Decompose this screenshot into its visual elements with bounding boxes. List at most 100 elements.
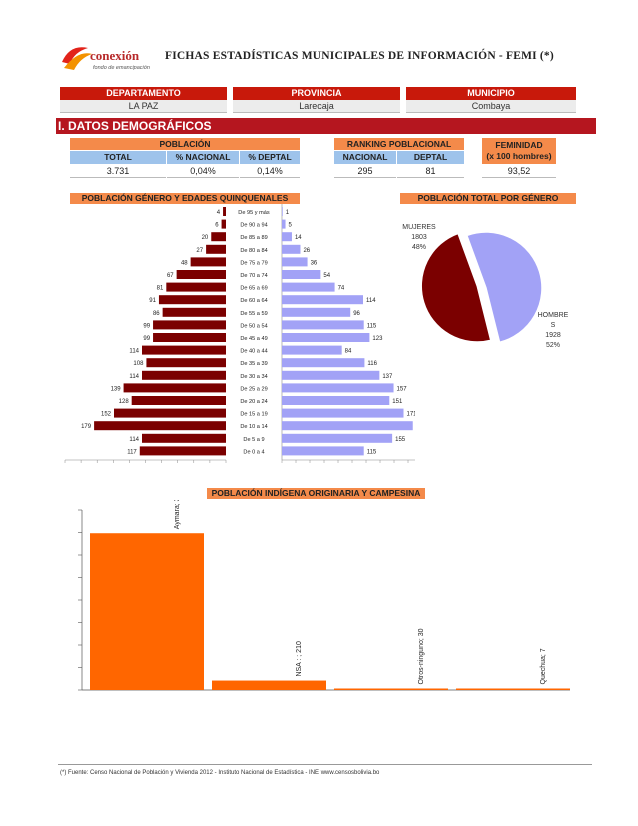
pyramid-label-mujeres: 152 [101, 412, 112, 418]
pie-label-mujeres: 1803 [411, 234, 427, 241]
pyramid-age-label: De 65 a 69 [240, 286, 267, 292]
pyramid-bar-mujeres [153, 333, 226, 342]
pyramid-bar-mujeres [139, 446, 226, 456]
pyramid-age-label: De 45 a 49 [240, 336, 267, 342]
pyramid-bar-hombres [282, 345, 342, 355]
pyramid-age-label: De 15 a 19 [240, 412, 267, 418]
pyramid-bar-mujeres [114, 408, 226, 418]
poblacion-title: POBLACIÓN [70, 138, 300, 150]
pyramid-label-hombres: 26 [303, 248, 310, 254]
indigena-bar-chart: Aymara; 3.484 NSA : ; 210 Otros-ninguno; 3… [78, 500, 570, 691]
pyramid-label-mujeres: 99 [143, 323, 150, 329]
pyramid-bar-mujeres [158, 295, 226, 305]
pyramid-bar-mujeres [223, 207, 226, 216]
pyramid-age-label: De 60 a 64 [240, 298, 267, 304]
pyramid-bar-mujeres [190, 257, 226, 267]
pyramid-label-hombres: 54 [323, 273, 330, 279]
gender-pie-chart: MUJERES 1803 48% HOMBRE S 1928 52% [402, 224, 568, 349]
ranking-nacional-label: NACIONAL [334, 151, 396, 164]
departamento-value: LA PAZ [60, 100, 227, 113]
pyramid-age-label: De 25 a 29 [240, 386, 267, 392]
pyramid-label-hombres: 116 [367, 361, 377, 367]
pyramid-label-hombres: 36 [311, 260, 318, 266]
pyramid-label-hombres: 123 [372, 336, 383, 342]
municipio-label: MUNICIPIO [406, 87, 576, 100]
indigena-data-label: Aymara; 3.484 [174, 500, 181, 529]
total-value: 3.731 [70, 165, 166, 178]
pyramid-bar-hombres [282, 433, 393, 443]
pyramid-label-mujeres: 6 [215, 223, 219, 229]
pyramid-title: POBLACIÓN GÉNERO Y EDADES QUINQUENALES [70, 193, 300, 204]
pyramid-bar-mujeres [142, 345, 226, 355]
pie-label-hombres: 52% [546, 342, 560, 349]
ranking-nacional-value: 295 [334, 165, 396, 178]
indigena-bar [456, 688, 570, 690]
pyramid-age-label: De 90 a 94 [240, 223, 267, 229]
ranking-deptal-label: DEPTAL [397, 151, 464, 164]
pyramid-label-hombres: 74 [338, 286, 345, 292]
pyramid-bar-hombres [282, 320, 364, 330]
pyramid-age-label: De 20 a 24 [240, 399, 267, 405]
feminidad-header: FEMINIDAD (x 100 hombres) [482, 138, 556, 164]
population-pyramid-chart: 4 De 95 y más 1 6 De 90 a 94 5 20 De 85 a 89 14 2… [64, 204, 415, 463]
indigena-title: POBLACIÓN INDÍGENA ORIGINARIA Y CAMPESIN… [207, 488, 425, 499]
footer-source: (*) Fuente: Censo Nacional de Población … [60, 770, 380, 776]
pyramid-label-hombres: 84 [345, 349, 352, 355]
pyramid-label-mujeres: 114 [129, 437, 139, 443]
pyramid-label-hombres: 155 [395, 437, 406, 443]
pyramid-bar-mujeres [142, 433, 226, 443]
section-title: I. DATOS DEMOGRÁFICOS [56, 118, 596, 134]
pyramid-label-hombres: 115 [367, 449, 377, 455]
pyramid-bar-mujeres [153, 320, 226, 330]
pyramid-label-mujeres: 48 [181, 260, 188, 266]
pyramid-age-label: De 55 a 59 [240, 311, 267, 317]
pyramid-bar-hombres [282, 421, 413, 431]
pie-slice-mujeres [420, 232, 492, 343]
deptal-pct-value: 0,14% [240, 165, 300, 178]
logo-swoosh-icon [62, 47, 88, 64]
pyramid-bar-hombres [282, 307, 351, 317]
pyramid-age-label: De 70 a 74 [240, 273, 267, 279]
pyramid-label-mujeres: 67 [167, 273, 174, 279]
pyramid-bar-mujeres [211, 232, 226, 242]
pyramid-bar-hombres [282, 219, 286, 229]
pyramid-bar-mujeres [131, 396, 226, 405]
pyramid-bar-hombres [282, 370, 380, 380]
indigena-data-label: Otros-ninguno; 30 [418, 628, 425, 684]
indigena-data-label: Quechua; 7 [540, 648, 547, 684]
pyramid-bar-mujeres [94, 421, 227, 431]
pyramid-age-label: De 95 y más [238, 210, 270, 216]
pyramid-bar-hombres [282, 333, 370, 342]
pyramid-age-label: De 85 a 89 [240, 235, 267, 241]
pyramid-label-hombres: 5 [289, 223, 293, 229]
pyramid-bar-mujeres [206, 244, 226, 254]
ranking-title: RANKING POBLACIONAL [334, 138, 464, 150]
pyramid-bar-mujeres [166, 282, 226, 292]
pie-slice-hombres [465, 231, 543, 344]
page-title: FICHAS ESTADÍSTICAS MUNICIPALES DE INFOR… [165, 50, 554, 62]
municipio-value: Combaya [406, 100, 576, 113]
pie-title: POBLACIÓN TOTAL POR GÉNERO [400, 193, 576, 204]
provincia-label: PROVINCIA [233, 87, 400, 100]
pyramid-age-label: De 50 a 54 [240, 323, 267, 329]
pyramid-label-mujeres: 86 [153, 311, 160, 317]
pyramid-bar-hombres [282, 244, 301, 254]
pyramid-bar-mujeres [162, 307, 226, 317]
pyramid-age-label: De 80 a 84 [240, 248, 267, 254]
pyramid-label-mujeres: 139 [111, 386, 122, 392]
pyramid-bar-hombres [282, 408, 404, 418]
pyramid-label-hombres: 114 [366, 298, 376, 304]
pie-label-hombres: 1928 [545, 332, 561, 339]
pyramid-label-hombres: 96 [353, 311, 360, 317]
pyramid-bar-hombres [282, 446, 364, 456]
departamento-label: DEPARTAMENTO [60, 87, 227, 100]
logo-text: conexión [90, 48, 140, 63]
footer-divider [58, 764, 592, 765]
indigena-data-label: NSA : ; 210 [296, 641, 303, 677]
pie-label-mujeres: 48% [412, 244, 426, 251]
pyramid-bar-mujeres [221, 219, 226, 229]
pyramid-age-label: De 0 a 4 [243, 449, 264, 455]
indigena-bar [212, 680, 326, 690]
feminidad-value: 93,52 [482, 165, 556, 178]
pyramid-age-label: De 5 a 9 [243, 437, 264, 443]
